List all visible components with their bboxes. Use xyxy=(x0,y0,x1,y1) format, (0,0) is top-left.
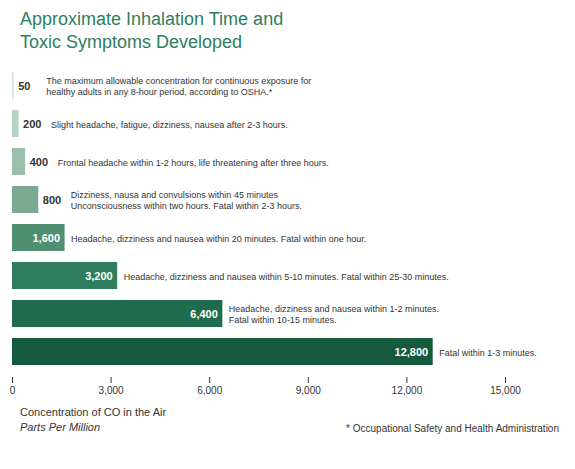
html-text:Approximate Inhalation Time an: Approximate Inhalation Time and Toxic Sy… xyxy=(20,9,284,52)
html-text:Concentration of CO in the Air: Concentration of CO in the Air xyxy=(20,406,167,418)
svg-text:3,200: 3,200 xyxy=(85,270,113,282)
svg-text:Headache, dizziness and nausea: Headache, dizziness and nausea within 5-… xyxy=(124,272,449,282)
html-text:Parts Per Million: Parts Per Million xyxy=(20,421,101,434)
svg-text:15,000: 15,000 xyxy=(490,385,521,396)
svg-text:3,000: 3,000 xyxy=(99,385,124,396)
svg-text:200: 200 xyxy=(23,118,41,130)
svg-text:12,000: 12,000 xyxy=(392,385,423,396)
svg-text:1,600: 1,600 xyxy=(33,232,61,244)
svg-text:50: 50 xyxy=(18,80,30,92)
svg-text:Headache, dizziness and nausea: Headache, dizziness and nausea within 1-… xyxy=(229,304,439,325)
html-text:* Occupational Safety and Heal: * Occupational Safety and Health Adminis… xyxy=(346,422,559,434)
svg-text:Headache, dizziness and nausea: Headache, dizziness and nausea within 20… xyxy=(71,234,366,244)
svg-text:6,000: 6,000 xyxy=(197,385,222,396)
svg-text:Dizziness, nausa and convulsio: Dizziness, nausa and convulsions within … xyxy=(71,190,302,211)
svg-text:0: 0 xyxy=(10,385,16,396)
svg-text:Slight headache, fatigue, dizz: Slight headache, fatigue, dizziness, nau… xyxy=(51,120,288,130)
svg-text:6,400: 6,400 xyxy=(190,308,218,320)
svg-text:400: 400 xyxy=(30,156,48,168)
svg-text:9,000: 9,000 xyxy=(296,385,321,396)
svg-text:Frontal headache within 1-2 ho: Frontal headache within 1-2 hours, life … xyxy=(58,158,329,168)
svg-text:800: 800 xyxy=(43,194,61,206)
svg-text:The maximum allowable concentr: The maximum allowable concentration for … xyxy=(46,76,311,97)
svg-text:Fatal within 1-3 minutes.: Fatal within 1-3 minutes. xyxy=(439,348,537,358)
svg-text:12,800: 12,800 xyxy=(395,346,429,358)
